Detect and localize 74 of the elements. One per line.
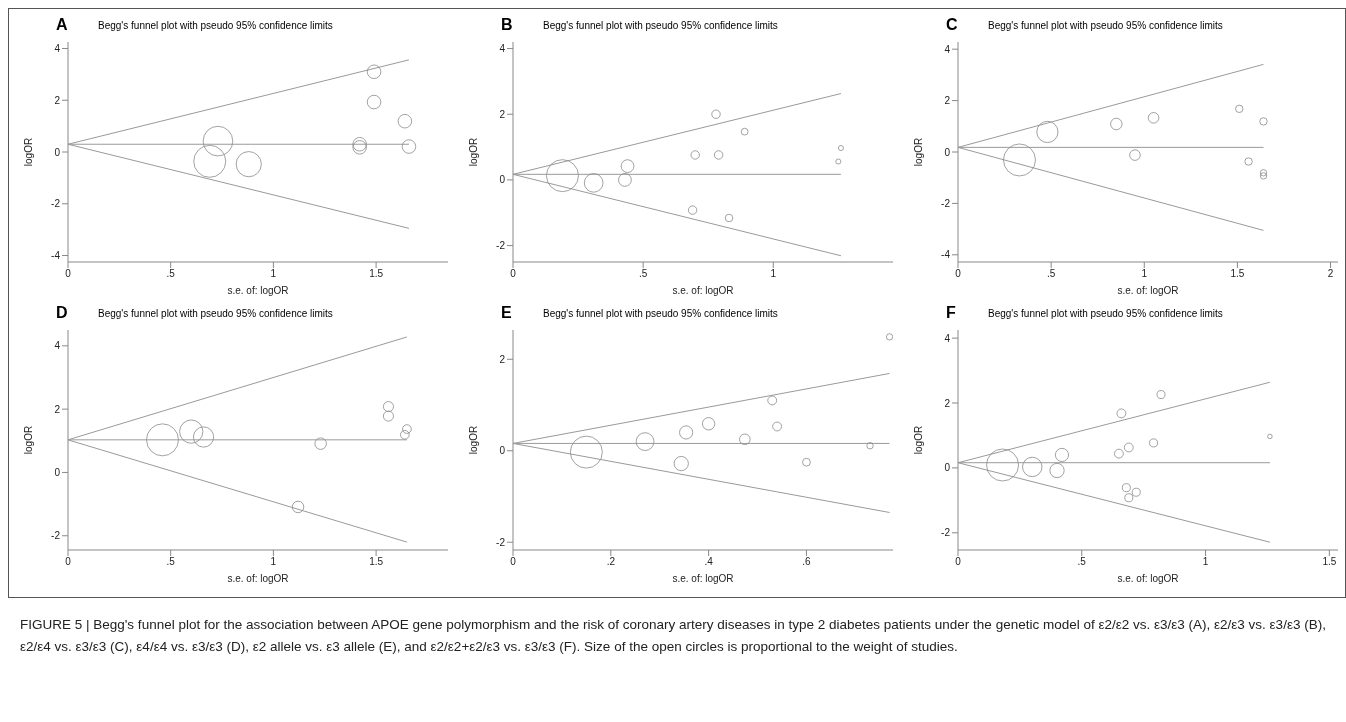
y-tick-label: -4 bbox=[51, 250, 61, 262]
x-tick-label: 1 bbox=[270, 556, 277, 568]
y-tick-label: -2 bbox=[941, 197, 951, 209]
text: C bbox=[946, 16, 958, 34]
x-tick-label: .5 bbox=[1077, 556, 1087, 568]
x-tick-label: 1 bbox=[1202, 556, 1209, 568]
chart-title: Begg's funnel plot with pseudo 95% confidence limits bbox=[988, 20, 1223, 31]
y-tick-label: 4 bbox=[499, 43, 506, 55]
x-tick-label: 2 bbox=[1327, 268, 1334, 280]
y-axis-title: logOR bbox=[22, 425, 34, 455]
chart-title: Begg's funnel plot with pseudo 95% confidence limits bbox=[543, 20, 778, 31]
y-tick-label: -2 bbox=[941, 527, 951, 539]
x-tick-label: 0 bbox=[955, 268, 962, 280]
x-tick-label: 1.5 bbox=[369, 268, 384, 280]
x-tick-label: .5 bbox=[166, 556, 176, 568]
y-tick-label: -2 bbox=[496, 536, 506, 548]
chart-title: Begg's funnel plot with pseudo 95% confidence limits bbox=[543, 308, 778, 319]
y-tick-label: 4 bbox=[54, 43, 61, 55]
x-tick-label: .5 bbox=[1046, 268, 1056, 280]
y-axis-title: logOR bbox=[467, 137, 479, 167]
x-tick-label: .2 bbox=[606, 556, 616, 568]
text: A bbox=[56, 16, 68, 34]
x-axis-title: s.e. of: logOR bbox=[672, 573, 734, 584]
y-tick-label: 0 bbox=[944, 146, 951, 158]
y-tick-label: 2 bbox=[944, 397, 951, 409]
x-tick-label: 1 bbox=[1141, 268, 1148, 280]
y-tick-label: -2 bbox=[51, 530, 61, 542]
chart-title: Begg's funnel plot with pseudo 95% confidence limits bbox=[988, 308, 1223, 319]
x-tick-label: .5 bbox=[166, 268, 176, 280]
text: E bbox=[501, 304, 512, 322]
y-tick-label: -2 bbox=[51, 198, 61, 210]
y-tick-label: 4 bbox=[944, 332, 951, 344]
y-tick-label: 0 bbox=[54, 467, 61, 478]
y-tick-label: 2 bbox=[499, 353, 506, 365]
y-tick-label: 2 bbox=[54, 403, 61, 415]
y-tick-label: 0 bbox=[54, 146, 61, 158]
text: D bbox=[56, 304, 68, 322]
chart-title: Begg's funnel plot with pseudo 95% confidence limits bbox=[98, 308, 333, 319]
y-tick-label: 0 bbox=[499, 174, 506, 186]
x-tick-label: 0 bbox=[510, 556, 517, 568]
y-tick-label: 4 bbox=[944, 43, 951, 55]
y-tick-label: 0 bbox=[499, 445, 506, 457]
y-tick-label: 4 bbox=[54, 340, 61, 352]
x-axis-title: s.e. of: logOR bbox=[227, 573, 289, 584]
text: F bbox=[946, 304, 956, 322]
y-tick-label: -4 bbox=[941, 249, 951, 261]
x-axis-title: s.e. of: logOR bbox=[1117, 573, 1179, 584]
y-axis-title: logOR bbox=[22, 137, 34, 167]
x-tick-label: .5 bbox=[638, 268, 648, 280]
y-tick-label: 2 bbox=[499, 108, 506, 120]
y-tick-label: 2 bbox=[54, 94, 61, 106]
y-axis-title: logOR bbox=[912, 425, 924, 455]
chart-title: Begg's funnel plot with pseudo 95% confidence limits bbox=[98, 20, 333, 31]
x-tick-label: 1.5 bbox=[1230, 268, 1245, 280]
x-axis-title: s.e. of: logOR bbox=[672, 285, 734, 296]
y-tick-label: -2 bbox=[496, 240, 506, 252]
x-tick-label: .6 bbox=[802, 556, 812, 568]
x-tick-label: 0 bbox=[65, 268, 72, 280]
caption: FIGURE 5 | Begg's funnel plot for the association between APOE gene polymorphism and the risk of coronary artery diseases in type 2 diabetes patients under the genetic model of ε2/ε2 vs. ε3/ε3 (A), ε2/ε3 vs. ε3/ε3 (B), ε2/ε4 vs. ε3/ε3 (C), ε4/ε4 vs. ε3/ε3 (D), ε2 allele vs. ε3 allele (E), and ε2/ε2+ε2/ε3 vs. ε3/ε3 (F). Size of the open circles is proportional to the weight of studies. bbox=[20, 616, 1327, 656]
x-axis-title: s.e. of: logOR bbox=[1117, 285, 1179, 296]
x-tick-label: 0 bbox=[65, 556, 72, 568]
x-tick-label: 0 bbox=[955, 556, 962, 568]
x-tick-label: 1 bbox=[770, 268, 777, 280]
x-tick-label: .4 bbox=[704, 556, 714, 568]
x-tick-label: 0 bbox=[510, 268, 517, 280]
y-axis-title: logOR bbox=[912, 137, 924, 167]
x-tick-label: 1 bbox=[270, 268, 277, 280]
y-tick-label: 0 bbox=[944, 462, 951, 474]
x-tick-label: 1.5 bbox=[1322, 556, 1337, 568]
y-tick-label: 2 bbox=[944, 95, 951, 107]
x-tick-label: 1.5 bbox=[369, 556, 384, 568]
x-axis-title: s.e. of: logOR bbox=[227, 285, 289, 296]
y-axis-title: logOR bbox=[467, 425, 479, 455]
text: B bbox=[501, 16, 513, 34]
